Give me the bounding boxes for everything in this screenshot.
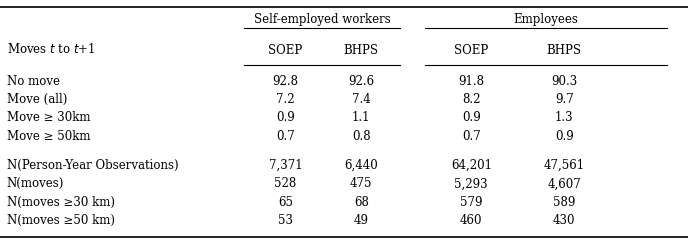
Text: 1.3: 1.3 — [555, 112, 574, 124]
Text: 6,440: 6,440 — [344, 159, 378, 172]
Text: 0.9: 0.9 — [276, 112, 295, 124]
Text: 579: 579 — [460, 196, 482, 209]
Text: 1.1: 1.1 — [352, 112, 370, 124]
Text: 47,561: 47,561 — [544, 159, 585, 172]
Text: 589: 589 — [553, 196, 575, 209]
Text: 91.8: 91.8 — [458, 75, 484, 88]
Text: SOEP: SOEP — [454, 44, 488, 57]
Text: Move (all): Move (all) — [7, 93, 67, 106]
Text: 7.2: 7.2 — [276, 93, 295, 106]
Text: 430: 430 — [553, 214, 575, 227]
Text: 9.7: 9.7 — [555, 93, 574, 106]
Text: 0.7: 0.7 — [462, 130, 481, 143]
Text: 92.6: 92.6 — [348, 75, 374, 88]
Text: Move ≥ 50km: Move ≥ 50km — [7, 130, 90, 143]
Text: 64,201: 64,201 — [451, 159, 492, 172]
Text: 0.9: 0.9 — [555, 130, 574, 143]
Text: Self-employed workers: Self-employed workers — [254, 13, 391, 26]
Text: SOEP: SOEP — [268, 44, 303, 57]
Text: 5,293: 5,293 — [455, 177, 488, 190]
Text: N(moves ≥50 km): N(moves ≥50 km) — [7, 214, 115, 227]
Text: 53: 53 — [278, 214, 293, 227]
Text: Move ≥ 30km: Move ≥ 30km — [7, 112, 90, 124]
Text: BHPS: BHPS — [547, 44, 581, 57]
Text: 4,607: 4,607 — [547, 177, 581, 190]
Text: 92.8: 92.8 — [272, 75, 299, 88]
Text: 65: 65 — [278, 196, 293, 209]
Text: 49: 49 — [354, 214, 369, 227]
Text: 7.4: 7.4 — [352, 93, 371, 106]
Text: Employees: Employees — [514, 13, 579, 26]
Text: 0.8: 0.8 — [352, 130, 371, 143]
Text: 460: 460 — [460, 214, 482, 227]
Text: 68: 68 — [354, 196, 369, 209]
Text: Moves $t$ to $t$+1: Moves $t$ to $t$+1 — [7, 42, 96, 56]
Text: 528: 528 — [275, 177, 297, 190]
Text: 7,371: 7,371 — [269, 159, 302, 172]
Text: BHPS: BHPS — [344, 44, 378, 57]
Text: N(moves ≥30 km): N(moves ≥30 km) — [7, 196, 115, 209]
Text: 0.7: 0.7 — [276, 130, 295, 143]
Text: No move: No move — [7, 75, 60, 88]
Text: 90.3: 90.3 — [551, 75, 577, 88]
Text: 0.9: 0.9 — [462, 112, 481, 124]
Text: N(Person-Year Observations): N(Person-Year Observations) — [7, 159, 178, 172]
Text: 8.2: 8.2 — [462, 93, 480, 106]
Text: N(moves): N(moves) — [7, 177, 64, 190]
Text: 475: 475 — [350, 177, 372, 190]
